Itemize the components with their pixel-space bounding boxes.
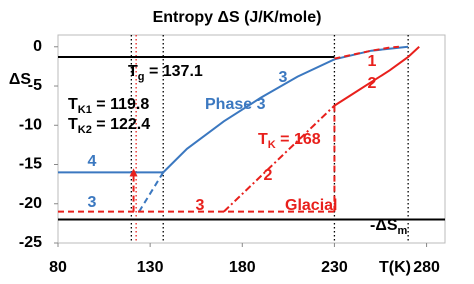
annotation-part: = 168 — [276, 131, 321, 148]
annotation-part: K1 — [78, 104, 92, 116]
annotation-part: = 137.1 — [145, 63, 203, 80]
annotation: TK1 = 119.8 — [68, 96, 149, 116]
series-line — [223, 104, 336, 213]
annotation: TK = 168 — [258, 131, 321, 151]
annotation-part: T — [68, 116, 78, 133]
annotation-part: -ΔS — [370, 217, 398, 234]
series-label: 2 — [264, 167, 273, 184]
annotation: Phase 3 — [205, 96, 266, 113]
annotation-part: K — [268, 139, 276, 151]
annotation-part: = 119.8 — [92, 96, 149, 113]
series-label: 3 — [88, 194, 97, 211]
annotation-part: T — [68, 96, 78, 113]
y-tick-label: -25 — [19, 234, 42, 251]
annotation-part: m — [398, 225, 408, 237]
series-label: 1 — [368, 53, 377, 70]
annotation-part: T — [258, 131, 268, 148]
x-tick-label: 80 — [49, 259, 67, 276]
y-axis-label: ΔS — [9, 71, 32, 88]
series-label: 2 — [368, 75, 377, 92]
plot-frame — [57, 34, 446, 244]
x-tick-label: 130 — [137, 259, 164, 276]
annotation: Glacial — [285, 197, 337, 214]
x-tick-label: 230 — [321, 259, 348, 276]
series-line — [333, 46, 420, 107]
series-line — [138, 171, 165, 213]
y-tick-label: -10 — [19, 116, 42, 133]
y-tick-label: -15 — [19, 156, 42, 173]
annotation-part: K2 — [78, 124, 92, 136]
chart-title: Entropy ΔS (J/K/mole) — [153, 9, 322, 26]
x-tick-label: 280 — [413, 259, 440, 276]
annotation-part: Glacial — [285, 197, 337, 214]
x-tick-label: 180 — [229, 259, 256, 276]
series-label: 3 — [196, 197, 205, 214]
annotation-part: = 122.4 — [92, 116, 150, 133]
x-axis-label: T(K) — [379, 259, 411, 276]
annotation: Tg = 137.1 — [128, 63, 203, 83]
series-line — [334, 45, 400, 60]
annotation: TK2 = 122.4 — [68, 116, 150, 136]
series-label: 3 — [279, 69, 288, 86]
annotation-part: Phase 3 — [205, 96, 266, 113]
annotation-part: T — [128, 63, 138, 80]
y-tick-label: 0 — [33, 38, 42, 55]
y-tick-label: -20 — [19, 195, 42, 212]
series-label: 4 — [88, 153, 97, 170]
annotation: -ΔSm — [370, 217, 408, 237]
y-tick-label: -5 — [28, 77, 42, 94]
annotation-part: g — [138, 71, 145, 83]
